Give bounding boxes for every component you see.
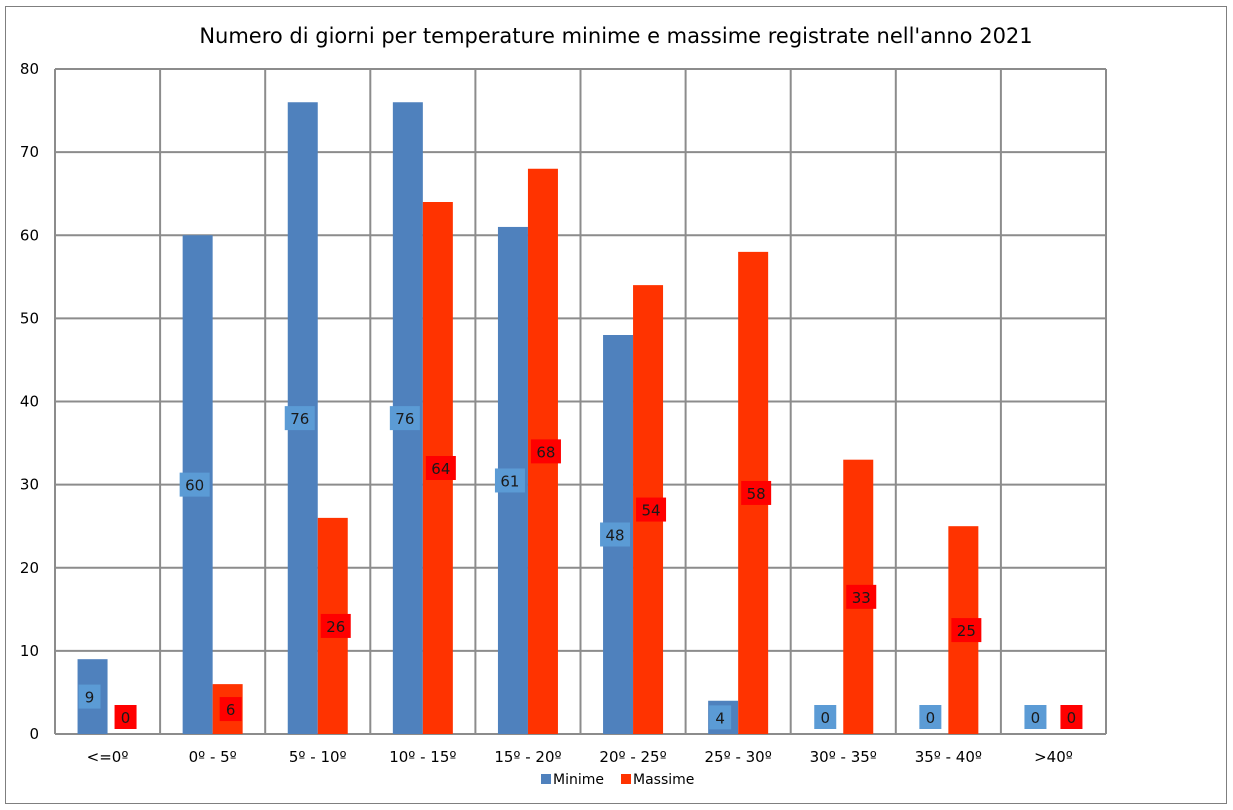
data-label-minime: 48 xyxy=(606,527,625,545)
data-label-massime: 58 xyxy=(747,485,766,503)
data-label-bg xyxy=(284,406,315,431)
data-label-bg xyxy=(600,522,631,547)
data-label-bg xyxy=(709,705,732,730)
data-label-bg xyxy=(814,705,837,729)
y-axis: 0 10 20 30 40 50 60 70 80 xyxy=(20,60,39,743)
data-label-massime: 25 xyxy=(957,622,976,640)
x-tick-label: 5º - 10º xyxy=(289,748,347,766)
data-label-bg xyxy=(78,684,101,709)
data-label-minime: 9 xyxy=(85,689,95,707)
x-tick-label: 35º - 40º xyxy=(915,748,982,766)
data-label-bg xyxy=(219,697,242,722)
x-tick-label: 10º - 15º xyxy=(389,748,456,766)
x-axis: <=0º 0º - 5º 5º - 10º 10º - 15º 15º - 20º 20º… xyxy=(87,748,1073,766)
x-tick-label: 30º - 35º xyxy=(810,748,877,766)
data-label-bg xyxy=(741,480,772,505)
y-tick-label: 80 xyxy=(20,60,39,78)
y-tick-label: 60 xyxy=(20,226,39,244)
data-label-bg xyxy=(530,439,561,464)
x-tick-label: <=0º xyxy=(87,748,129,766)
data-labels: 9 0 60 6 76 26 76 64 61 68 48 54 4 58 0 33 0 25 0 0 xyxy=(78,406,1083,730)
data-label-bg xyxy=(425,456,456,480)
x-tick-label: >40º xyxy=(1034,748,1073,766)
data-label-minime: 61 xyxy=(500,472,519,490)
data-label-minime: 0 xyxy=(926,709,936,727)
data-label-bg xyxy=(494,468,525,493)
x-tick-label: 0º - 5º xyxy=(189,748,237,766)
data-label-minime: 76 xyxy=(395,410,414,428)
x-tick-label: 15º - 20º xyxy=(494,748,561,766)
y-tick-label: 70 xyxy=(20,143,39,161)
legend-swatch-massime xyxy=(621,774,631,784)
data-label-massime: 6 xyxy=(226,701,236,719)
data-label-bg xyxy=(1024,705,1047,729)
y-tick-label: 30 xyxy=(20,476,39,494)
legend-label-minime: Minime xyxy=(553,772,604,788)
data-label-minime: 0 xyxy=(820,709,830,727)
bars xyxy=(77,102,979,734)
legend: Minime Massime xyxy=(541,772,694,788)
data-label-bg xyxy=(114,705,137,729)
data-label-massime: 0 xyxy=(121,709,131,727)
x-tick-label: 20º - 25º xyxy=(599,748,666,766)
data-label-minime: 60 xyxy=(185,477,204,495)
data-label-bg xyxy=(1060,705,1083,729)
data-label-massime: 0 xyxy=(1067,709,1077,727)
data-label-bg xyxy=(389,406,420,431)
y-tick-label: 50 xyxy=(20,309,39,327)
y-tick-label: 20 xyxy=(20,559,39,577)
data-label-massime: 33 xyxy=(852,589,871,607)
data-label-bg xyxy=(636,497,667,522)
data-label-minime: 0 xyxy=(1031,709,1041,727)
data-label-bg xyxy=(179,472,210,497)
data-label-massime: 68 xyxy=(536,443,555,461)
y-tick-label: 0 xyxy=(29,725,39,743)
data-label-massime: 26 xyxy=(326,618,345,636)
x-tick-label: 25º - 30º xyxy=(705,748,772,766)
data-label-bg xyxy=(919,705,942,729)
data-label-minime: 76 xyxy=(290,410,309,428)
grid-lines xyxy=(54,68,1107,735)
legend-swatch-minime xyxy=(541,774,551,784)
data-label-bg xyxy=(846,584,877,609)
legend-label-massime: Massime xyxy=(633,772,694,788)
data-label-massime: 54 xyxy=(642,502,661,520)
data-label-bg xyxy=(320,613,351,638)
data-label-massime: 64 xyxy=(431,460,450,478)
chart-title: Numero di giorni per temperature minime … xyxy=(199,24,1032,48)
data-label-minime: 4 xyxy=(715,709,725,727)
data-label-bg xyxy=(951,618,982,643)
y-tick-label: 10 xyxy=(20,642,39,660)
y-tick-label: 40 xyxy=(20,393,39,411)
